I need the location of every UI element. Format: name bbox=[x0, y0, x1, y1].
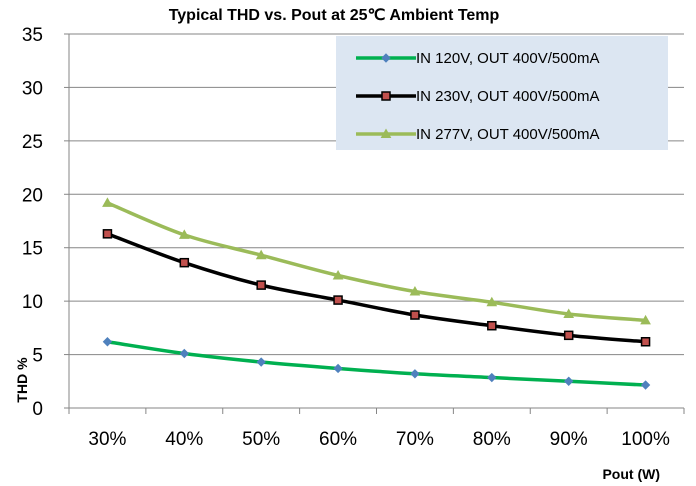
data-point bbox=[332, 269, 344, 280]
data-point bbox=[179, 348, 190, 359]
data-point bbox=[640, 336, 651, 347]
data-point bbox=[640, 380, 651, 390]
data-point bbox=[333, 363, 343, 374]
x-tick-label: 80% bbox=[473, 429, 511, 450]
legend-swatch-marker bbox=[381, 53, 391, 63]
y-tick-label: 25 bbox=[22, 132, 43, 153]
y-tick-label: 35 bbox=[22, 25, 43, 46]
series-2 bbox=[102, 229, 651, 347]
data-point bbox=[563, 308, 575, 318]
x-tick-label: 40% bbox=[165, 429, 203, 450]
data-point bbox=[410, 369, 420, 379]
data-point bbox=[102, 197, 113, 207]
y-tick-label: 20 bbox=[22, 185, 43, 206]
data-point bbox=[256, 280, 266, 290]
series-line bbox=[107, 340, 646, 387]
data-point bbox=[179, 257, 190, 268]
x-tick-label: 60% bbox=[319, 429, 357, 450]
x-tick-label: 90% bbox=[550, 429, 588, 450]
data-point bbox=[256, 357, 266, 367]
series-line bbox=[106, 232, 646, 344]
x-axis-label: Pout (W) bbox=[602, 466, 660, 482]
data-point bbox=[487, 320, 497, 331]
data-point bbox=[409, 286, 421, 296]
y-axis-label: THD % bbox=[14, 357, 30, 403]
data-point bbox=[102, 337, 113, 347]
data-point bbox=[102, 229, 113, 239]
legend-label: IN 120V, OUT 400V/500mA bbox=[416, 50, 599, 67]
legend-item-2: IN 230V, OUT 400V/500mA bbox=[356, 88, 599, 105]
series-1 bbox=[102, 337, 651, 390]
x-tick-label: 30% bbox=[88, 429, 126, 450]
legend-swatch-marker bbox=[380, 128, 392, 138]
data-point bbox=[563, 330, 574, 341]
y-tick-label: 0 bbox=[32, 399, 43, 420]
series-3 bbox=[102, 197, 651, 325]
y-tick-label: 15 bbox=[22, 239, 43, 260]
data-point bbox=[640, 314, 651, 325]
legend-item-1: IN 120V, OUT 400V/500mA bbox=[356, 50, 599, 67]
y-tick-label: 5 bbox=[32, 346, 43, 367]
series-layer bbox=[102, 197, 651, 390]
x-tick-label: 70% bbox=[396, 429, 434, 450]
data-point bbox=[333, 295, 343, 305]
data-point bbox=[178, 229, 190, 239]
data-point bbox=[410, 310, 420, 320]
x-tick-label: 50% bbox=[242, 429, 280, 450]
legend: IN 120V, OUT 400V/500mA IN 230V, OUT 400V… bbox=[336, 36, 668, 150]
chart-title: Typical THD vs. Pout at 25℃ Ambient Temp bbox=[169, 7, 500, 24]
legend-box bbox=[336, 36, 668, 150]
data-point bbox=[487, 372, 497, 383]
legend-swatch-marker bbox=[381, 91, 391, 101]
axes bbox=[64, 33, 685, 414]
data-point bbox=[255, 249, 267, 260]
y-tick-label: 10 bbox=[22, 292, 43, 313]
y-tick-labels: 0 5 10 15 20 25 30 35 bbox=[22, 25, 43, 420]
legend-label: IN 230V, OUT 400V/500mA bbox=[416, 88, 599, 105]
legend-label: IN 277V, OUT 400V/500mA bbox=[416, 126, 599, 143]
x-tick-labels: 30% 40% 50% 60% 70% 80% 90% 100% bbox=[88, 429, 670, 450]
legend-item-3: IN 277V, OUT 400V/500mA bbox=[356, 126, 599, 143]
y-tick-label: 30 bbox=[22, 78, 43, 99]
x-tick-label: 100% bbox=[621, 429, 670, 450]
data-point bbox=[563, 376, 574, 386]
data-point bbox=[486, 296, 498, 307]
